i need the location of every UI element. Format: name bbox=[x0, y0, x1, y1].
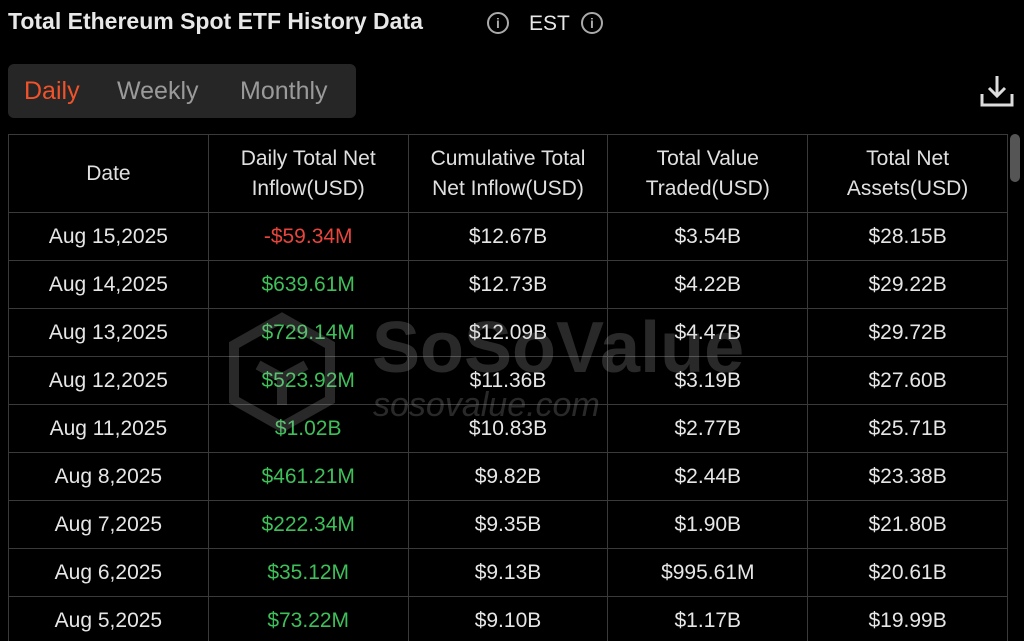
tab[interactable]: Weekly bbox=[117, 77, 199, 105]
value-cell: -$59.34M bbox=[207, 212, 409, 261]
table-row: Aug 6,2025 $35.12M $9.13B $995.61M $20.61B bbox=[8, 548, 1008, 597]
value-cell: $19.99B bbox=[807, 596, 1008, 641]
value-cell: $12.67B bbox=[407, 212, 609, 261]
date-cell: Aug 15,2025 bbox=[8, 212, 209, 261]
value-cell: $9.35B bbox=[407, 500, 609, 549]
data-table: Date Daily Total Net Inflow(USD) Cumulative… bbox=[8, 134, 1008, 641]
timezone: EST bbox=[529, 12, 570, 35]
table-row: Aug 14,2025 $639.61M $12.73B $4.22B $29.22B bbox=[8, 260, 1008, 309]
date-cell: Aug 5,2025 bbox=[8, 596, 209, 641]
value-cell: $12.73B bbox=[407, 260, 609, 309]
header-line: Daily Total Net bbox=[240, 146, 376, 170]
value-cell: $9.82B bbox=[407, 452, 609, 501]
value-cell: $35.12M bbox=[207, 548, 409, 597]
date-cell: Aug 13,2025 bbox=[8, 308, 209, 357]
tab[interactable]: Daily bbox=[24, 77, 80, 105]
table-row: Aug 8,2025 $461.21M $9.82B $2.44B $23.38B bbox=[8, 452, 1008, 501]
column-header: Total Value Traded(USD) bbox=[607, 134, 809, 213]
header-line: Assets(USD) bbox=[846, 176, 969, 200]
header-line: Date bbox=[86, 161, 131, 185]
date-cell: Aug 14,2025 bbox=[8, 260, 209, 309]
date-cell: Aug 6,2025 bbox=[8, 548, 209, 597]
table-row: Aug 15,2025 -$59.34M $12.67B $3.54B $28.15B bbox=[8, 212, 1008, 261]
value-cell: $20.61B bbox=[807, 548, 1008, 597]
value-cell: $27.60B bbox=[807, 356, 1008, 405]
date-cell: Aug 7,2025 bbox=[8, 500, 209, 549]
table-row: Aug 11,2025 $1.02B $10.83B $2.77B $25.71B bbox=[8, 404, 1008, 453]
header-line: Total Net bbox=[866, 146, 950, 170]
value-cell: $12.09B bbox=[407, 308, 609, 357]
table-row: Aug 7,2025 $222.34M $9.35B $1.90B $21.80B bbox=[8, 500, 1008, 549]
date-cell: Aug 12,2025 bbox=[8, 356, 209, 405]
value-cell: $2.44B bbox=[607, 452, 809, 501]
value-cell: $29.22B bbox=[807, 260, 1008, 309]
value-cell: $73.22M bbox=[207, 596, 409, 641]
value-cell: $9.13B bbox=[407, 548, 609, 597]
value-cell: $4.47B bbox=[607, 308, 809, 357]
header-line: Traded(USD) bbox=[645, 176, 770, 200]
value-cell: $25.71B bbox=[807, 404, 1008, 453]
value-cell: $9.10B bbox=[407, 596, 609, 641]
value-cell: $1.90B bbox=[607, 500, 809, 549]
column-header: Date bbox=[8, 134, 209, 213]
value-cell: $523.92M bbox=[207, 356, 409, 405]
value-cell: $639.61M bbox=[207, 260, 409, 309]
value-cell: $222.34M bbox=[207, 500, 409, 549]
value-cell: $1.17B bbox=[607, 596, 809, 641]
value-cell: $3.54B bbox=[607, 212, 809, 261]
table-row: Aug 5,2025 $73.22M $9.10B $1.17B $19.99B bbox=[8, 596, 1008, 641]
value-cell: $995.61M bbox=[607, 548, 809, 597]
info-icon[interactable]: i bbox=[487, 12, 509, 34]
table-row: Aug 12,2025 $523.92M $11.36B $3.19B $27.60B bbox=[8, 356, 1008, 405]
header-line: Cumulative Total bbox=[430, 146, 586, 170]
info-icon[interactable]: i bbox=[581, 12, 603, 34]
date-cell: Aug 11,2025 bbox=[8, 404, 209, 453]
column-header: Total Net Assets(USD) bbox=[807, 134, 1008, 213]
value-cell: $21.80B bbox=[807, 500, 1008, 549]
header-line: Inflow(USD) bbox=[251, 176, 365, 200]
header-line: Net Inflow(USD) bbox=[432, 176, 584, 200]
value-cell: $1.02B bbox=[207, 404, 409, 453]
column-header: Cumulative Total Net Inflow(USD) bbox=[407, 134, 609, 213]
value-cell: $3.19B bbox=[607, 356, 809, 405]
tab[interactable]: Monthly bbox=[240, 77, 328, 105]
table-row: Aug 13,2025 $729.14M $12.09B $4.47B $29.72B bbox=[8, 308, 1008, 357]
value-cell: $4.22B bbox=[607, 260, 809, 309]
date-cell: Aug 8,2025 bbox=[8, 452, 209, 501]
value-cell: $29.72B bbox=[807, 308, 1008, 357]
value-cell: $10.83B bbox=[407, 404, 609, 453]
value-cell: $11.36B bbox=[407, 356, 609, 405]
download-icon[interactable] bbox=[978, 72, 1016, 110]
value-cell: $23.38B bbox=[807, 452, 1008, 501]
value-cell: $2.77B bbox=[607, 404, 809, 453]
scrollbar[interactable] bbox=[1010, 134, 1020, 182]
tab-bar: Daily Weekly Monthly bbox=[8, 64, 356, 118]
page-title: Total Ethereum Spot ETF History Data bbox=[8, 8, 423, 34]
column-header: Daily Total Net Inflow(USD) bbox=[207, 134, 409, 213]
header-line: Total Value bbox=[656, 146, 759, 170]
value-cell: $28.15B bbox=[807, 212, 1008, 261]
value-cell: $729.14M bbox=[207, 308, 409, 357]
value-cell: $461.21M bbox=[207, 452, 409, 501]
